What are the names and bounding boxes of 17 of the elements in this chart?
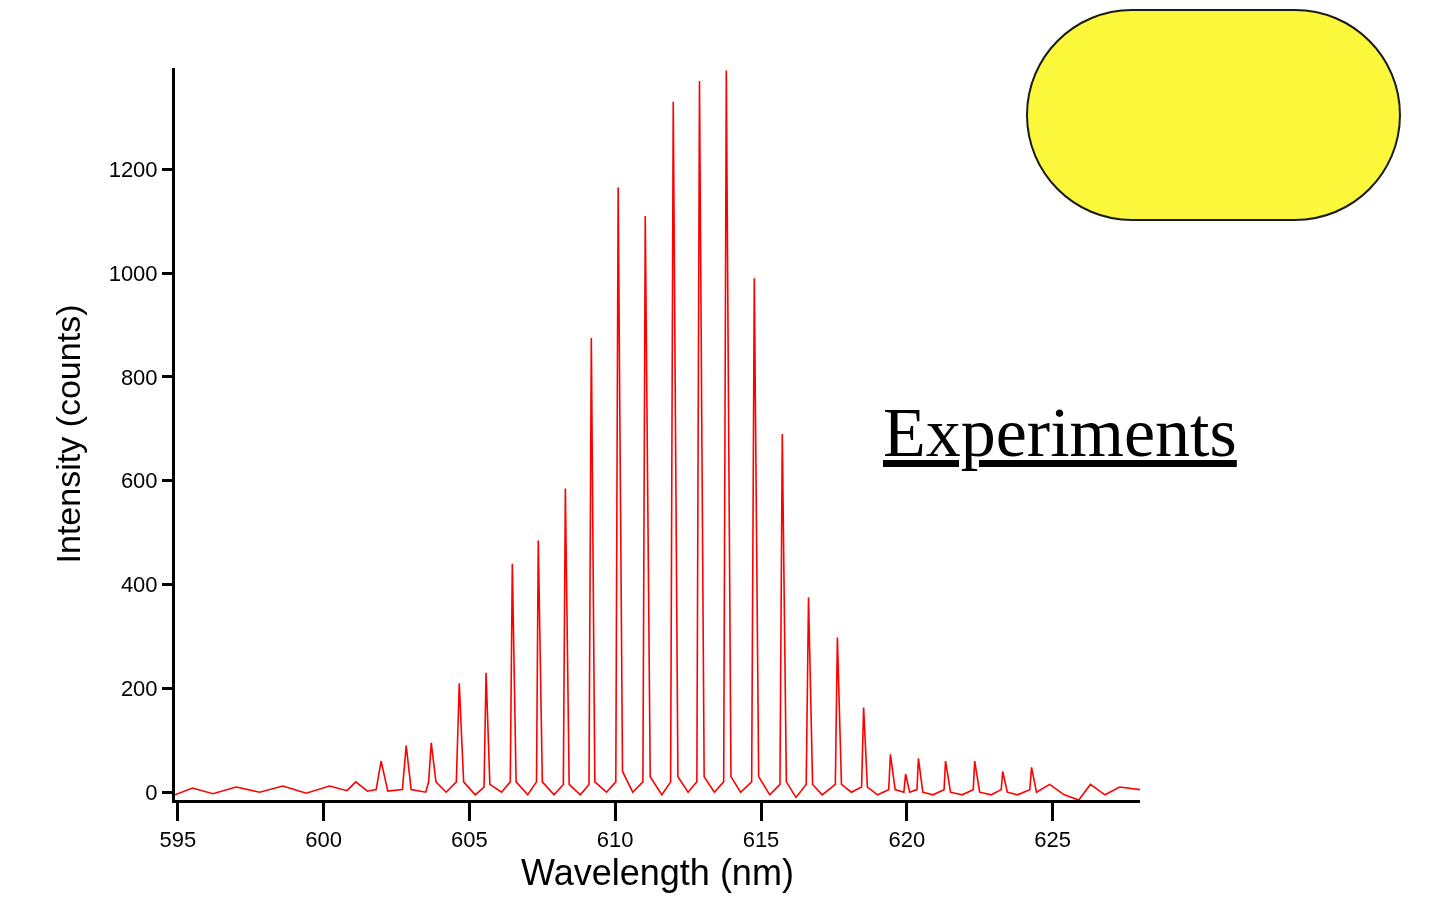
- annotation: Experiments: [883, 394, 1237, 471]
- x-tick-label: 620: [888, 827, 926, 853]
- y-tick-label: 200: [120, 676, 158, 702]
- x-tick-label: 625: [1034, 827, 1071, 853]
- y-axis-title: Intensity (counts): [49, 304, 88, 564]
- x-tick-label: 605: [451, 827, 488, 853]
- x-tick-label: 615: [742, 827, 780, 853]
- x-tick-label: 600: [305, 827, 343, 853]
- y-tick-label: 1000: [108, 260, 158, 286]
- y-tick-label: 800: [120, 364, 158, 390]
- y-tick-label: 0: [145, 779, 158, 805]
- x-axis-title: Wavelength (nm): [521, 852, 794, 894]
- y-tick-label: 600: [120, 468, 158, 494]
- x-tick-label: 610: [596, 827, 634, 853]
- y-tick-label: 1200: [108, 156, 158, 182]
- y-tick-label: 400: [120, 572, 158, 598]
- x-tick-label: 595: [159, 827, 197, 853]
